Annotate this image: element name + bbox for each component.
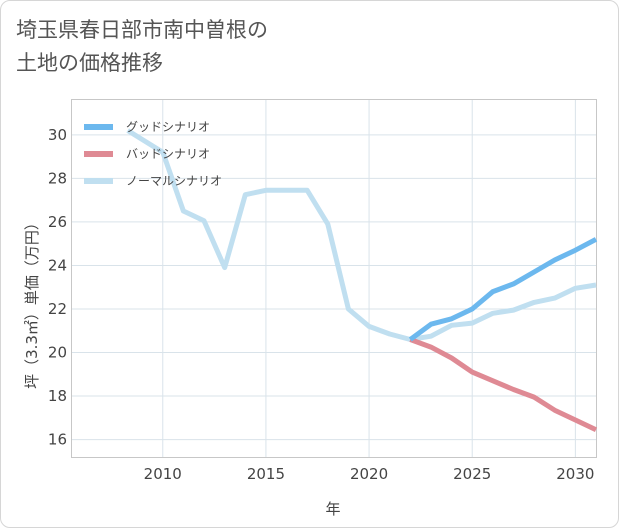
y-tick-labels: 16 18 20 22 24 26 28 30 bbox=[48, 126, 67, 449]
legend-label-0: グッドシナリオ bbox=[126, 120, 210, 134]
x-axis-label: 年 bbox=[325, 500, 340, 518]
x-tick-2015: 2015 bbox=[247, 465, 285, 483]
y-tick-26: 26 bbox=[48, 213, 67, 231]
y-tick-24: 24 bbox=[48, 256, 67, 274]
legend-label-2: ノーマルシナリオ bbox=[126, 174, 222, 188]
series-line-1 bbox=[410, 340, 596, 430]
x-tick-labels: 2010 2015 2020 2025 2030 bbox=[144, 465, 595, 483]
legend-label-1: バッドシナリオ bbox=[126, 147, 210, 161]
x-tick-2010: 2010 bbox=[144, 465, 182, 483]
series-line-2 bbox=[128, 131, 596, 340]
x-tick-2025: 2025 bbox=[453, 465, 491, 483]
y-tick-22: 22 bbox=[48, 300, 67, 318]
line-chart: 2010 2015 2020 2025 2030 16 18 20 22 24 26 28 30 グッ… bbox=[0, 0, 621, 530]
x-tick-2020: 2020 bbox=[350, 465, 388, 483]
y-axis-label: 坪（3.3㎡）単価（万円） bbox=[23, 215, 41, 389]
y-tick-30: 30 bbox=[48, 126, 67, 144]
y-tick-16: 16 bbox=[48, 431, 67, 449]
y-tick-18: 18 bbox=[48, 387, 67, 405]
y-tick-20: 20 bbox=[48, 344, 67, 362]
x-tick-2030: 2030 bbox=[556, 465, 594, 483]
y-tick-28: 28 bbox=[48, 169, 67, 187]
